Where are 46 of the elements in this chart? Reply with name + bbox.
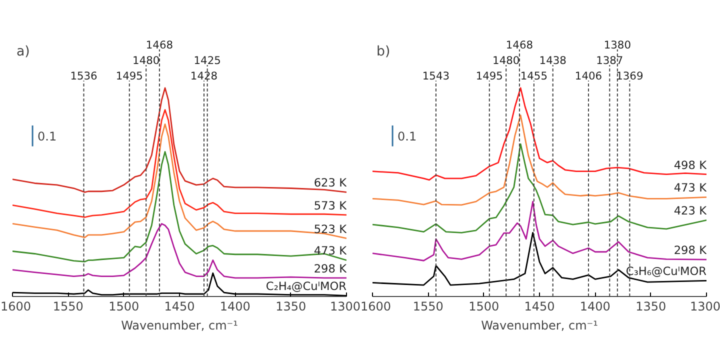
x-tick-label: 1300 [690, 300, 720, 314]
ref-line-label: 1380 [604, 38, 632, 52]
x-axis-title: Wavenumber, cm⁻¹ [481, 318, 598, 332]
ref-line-label: 1428 [190, 70, 218, 83]
x-tick-label: 1550 [52, 300, 84, 314]
ref-line-label: 1495 [476, 70, 503, 83]
ref-line-label: 1495 [116, 70, 143, 83]
ref-line-label: 1387 [596, 54, 624, 67]
series-label: 298 K [314, 261, 348, 276]
x-axis-title: Wavenumber, cm⁻¹ [121, 318, 238, 332]
x-tick-label: 1450 [164, 300, 195, 314]
x-tick-label: 1600 [360, 300, 392, 314]
series-label: 298 K [674, 243, 708, 258]
ref-line-label: 1369 [616, 70, 644, 83]
x-tick-label: 1400 [220, 300, 250, 314]
ref-line-label: 1543 [422, 70, 450, 83]
x-tick-label: 1300 [330, 300, 361, 314]
ref-line-label: 1468 [506, 38, 534, 52]
series-label: 523 K [314, 222, 348, 236]
series-label: C₃H₆@CuᴵMOR [626, 264, 707, 278]
ref-line-label: 1536 [70, 70, 98, 83]
chart-title: b) [376, 44, 390, 60]
series-label: 473 K [674, 180, 708, 195]
ref-line-label: 1455 [520, 70, 548, 83]
annotation: 0.1 [38, 129, 57, 144]
ref-line-label: 1480 [492, 54, 520, 67]
series-label: 623 K [314, 176, 348, 190]
x-tick-label: 1600 [0, 300, 32, 314]
x-tick-label: 1350 [276, 300, 306, 314]
x-tick-label: 1400 [580, 300, 610, 314]
ref-line-label: 1468 [146, 38, 174, 52]
ref-line-label: 1480 [132, 54, 160, 67]
ref-line-label: 1425 [194, 54, 221, 67]
series-label: 423 K [674, 204, 708, 218]
x-tick-label: 1500 [468, 300, 500, 314]
series-label: 498 K [674, 158, 708, 172]
annotation: 0.1 [398, 129, 417, 144]
series-label: C₂H₄@CuᴵMOR [266, 279, 347, 294]
series-label: 573 K [314, 198, 348, 212]
x-tick-label: 1450 [524, 300, 555, 314]
chart-title: a) [16, 44, 30, 60]
x-tick-label: 1500 [108, 300, 140, 314]
x-tick-label: 1350 [636, 300, 666, 314]
x-tick-label: 1550 [412, 300, 444, 314]
ref-line-label: 1438 [539, 54, 567, 67]
ref-line-label: 1406 [574, 70, 602, 83]
